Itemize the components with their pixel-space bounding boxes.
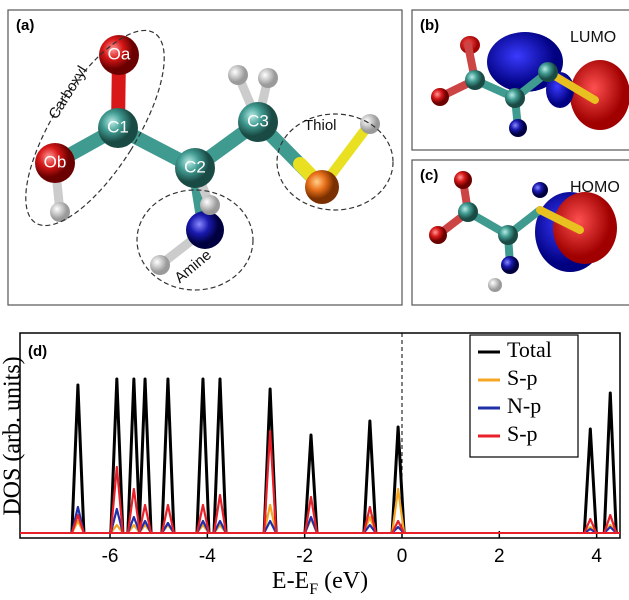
x-tick-label: -4	[199, 546, 216, 567]
x-axis-label: E-EF (eV)	[272, 568, 368, 598]
orbital-label: HOMO	[570, 179, 620, 196]
x-axis-label-main: E-E	[272, 568, 309, 594]
figure: (a) Oa C1 Ob C2	[0, 0, 629, 600]
x-tick-label: 4	[591, 546, 602, 567]
atom-label: C2	[184, 157, 206, 176]
atom-label: Oa	[108, 44, 131, 63]
panel-label: (b)	[420, 17, 439, 34]
panel-label: (d)	[28, 343, 47, 360]
atom	[431, 88, 449, 106]
atom-label: C3	[247, 111, 269, 130]
atom	[186, 211, 224, 249]
atom	[50, 202, 70, 222]
x-axis-label-unit: (eV)	[324, 568, 368, 594]
atom	[505, 88, 525, 108]
legend-label: N-p	[507, 393, 541, 418]
x-tick-label: -2	[296, 546, 313, 567]
panel-b: (b) LUMO	[412, 10, 629, 150]
atom	[538, 62, 558, 82]
atom	[458, 202, 478, 222]
atom	[509, 119, 527, 137]
atom	[360, 114, 380, 134]
y-axis-label: DOS (arb. units)	[0, 356, 26, 515]
legend-label: S-p	[507, 365, 538, 390]
panel-label: (c)	[420, 167, 438, 184]
panel-label: (a)	[16, 17, 34, 34]
atom	[429, 226, 447, 244]
x-tick-label: 0	[397, 546, 408, 567]
atom	[465, 70, 485, 90]
atom-label: Ob	[44, 152, 67, 171]
legend-label: Total	[507, 337, 552, 362]
atom	[498, 225, 518, 245]
atom	[454, 171, 472, 189]
atom	[200, 195, 220, 215]
atom	[150, 255, 170, 275]
atom-label: C1	[107, 117, 129, 136]
x-tick-label: -6	[102, 546, 119, 567]
orbital-label: LUMO	[570, 29, 616, 46]
group-label: Thiol	[304, 117, 337, 134]
atom	[258, 68, 278, 88]
atom	[501, 256, 519, 274]
panel-a: (a) Oa C1 Ob C2	[0, 10, 402, 305]
atom	[305, 170, 339, 204]
atom	[228, 65, 248, 85]
x-axis-label-sub: F	[309, 581, 318, 598]
x-tick-label: 2	[494, 546, 505, 567]
atom	[532, 182, 548, 198]
legend-label: S-p	[507, 421, 538, 446]
panel-c: (c) HOMO	[412, 160, 629, 305]
orbital-lobe	[553, 192, 617, 264]
atom	[488, 278, 502, 292]
dos-chart: (d) DOS (arb. units) E-EF (eV) -6 -4 -2 0 2 4 T…	[0, 333, 620, 598]
